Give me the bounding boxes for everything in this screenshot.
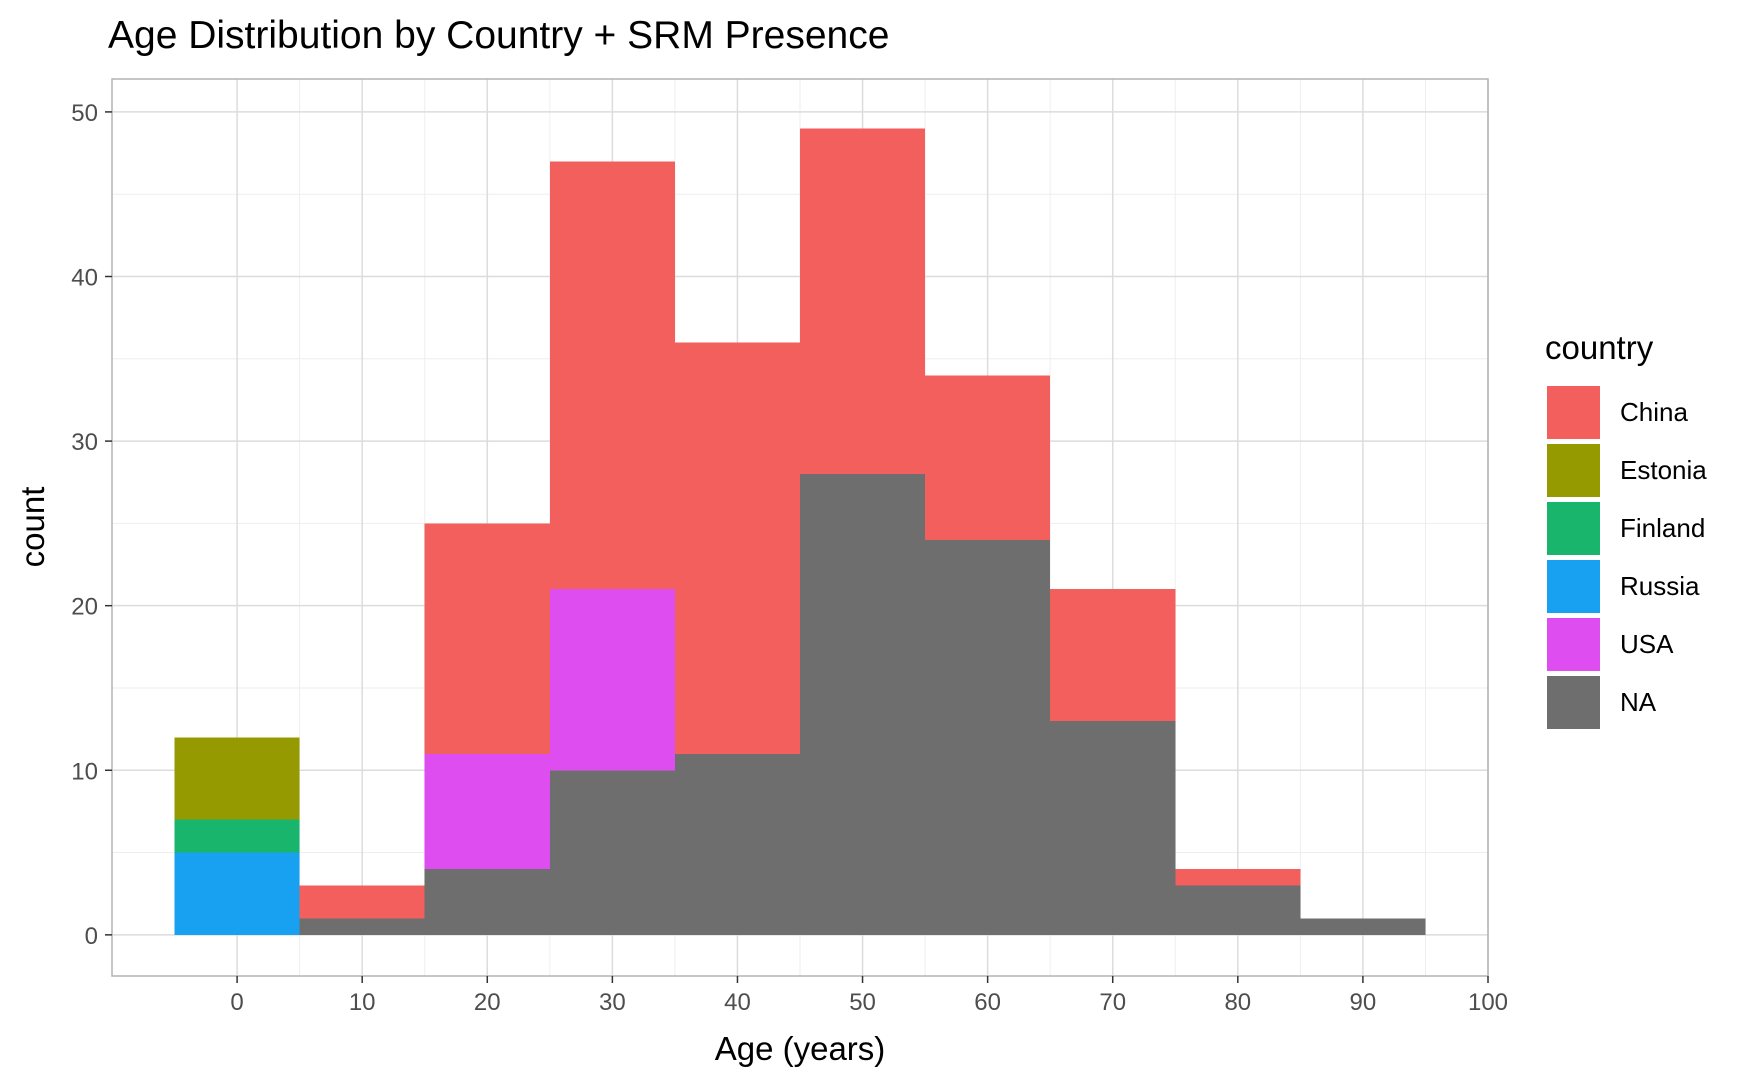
x-axis-title: Age (years): [715, 1030, 886, 1067]
bar-segment-na: [1300, 918, 1426, 935]
bar-segment-na: [674, 753, 800, 935]
bar-segment-na: [925, 539, 1051, 935]
x-tick-label: 50: [849, 989, 876, 1016]
bar-segment-na: [424, 869, 550, 935]
bar-segment-china: [299, 885, 425, 919]
bar-segment-china: [1050, 589, 1176, 721]
x-tick-label: 100: [1468, 989, 1508, 1016]
bar-segment-usa: [424, 753, 550, 870]
y-axis: 0 10 20 30 40 50: [71, 100, 112, 950]
bar-segment-na: [1050, 720, 1176, 935]
y-tick-label: 50: [71, 100, 98, 127]
legend-label-estonia: Estonia: [1620, 455, 1707, 485]
bar-segment-na: [549, 770, 675, 935]
panel-border: [111, 78, 1489, 977]
bar-segment-russia: [174, 852, 300, 935]
legend-swatch-finland: [1547, 502, 1600, 555]
x-tick-label: 10: [349, 989, 376, 1016]
bar-segment-finland: [174, 819, 300, 853]
legend-swatch-china: [1547, 386, 1600, 439]
legend-label-na: NA: [1620, 687, 1657, 717]
y-tick-label: 40: [71, 265, 98, 292]
bar-segment-na: [1175, 885, 1301, 935]
x-tick-label: 0: [230, 989, 243, 1016]
legend-label-china: China: [1620, 397, 1688, 427]
y-axis-title: count: [14, 487, 51, 568]
legend-swatch-usa: [1547, 618, 1600, 671]
x-tick-label: 60: [974, 989, 1001, 1016]
x-tick-label: 70: [1099, 989, 1126, 1016]
bar-segment-china: [925, 375, 1051, 540]
bar-segment-usa: [549, 589, 675, 771]
y-tick-label: 30: [71, 429, 98, 456]
legend-label-russia: Russia: [1620, 571, 1700, 601]
panel-bars: [174, 128, 1426, 935]
bar-segment-china: [800, 128, 926, 475]
bar-segment-china: [424, 523, 550, 754]
x-axis: 0 10 20 30 40 50 60 70 80 90 100: [230, 976, 1508, 1016]
y-tick-label: 10: [71, 758, 98, 785]
x-tick-label: 20: [474, 989, 501, 1016]
legend-label-finland: Finland: [1620, 513, 1705, 543]
legend-swatch-na: [1547, 676, 1600, 729]
legend-title: country: [1545, 329, 1654, 366]
x-tick-label: 80: [1224, 989, 1251, 1016]
bar-segment-estonia: [174, 737, 300, 820]
legend-label-usa: USA: [1620, 629, 1674, 659]
y-tick-label: 20: [71, 594, 98, 621]
chart-title: Age Distribution by Country + SRM Presen…: [108, 14, 889, 57]
bar-segment-china: [674, 342, 800, 754]
legend-items: China Estonia Finland Russia USA NA: [1547, 386, 1707, 729]
x-tick-label: 30: [599, 989, 626, 1016]
bar-segment-china: [1175, 869, 1301, 886]
legend-swatch-russia: [1547, 560, 1600, 613]
bar-segment-na: [800, 474, 926, 935]
y-tick-label: 0: [85, 923, 98, 950]
bar-segment-china: [549, 161, 675, 590]
x-tick-label: 40: [724, 989, 751, 1016]
legend-swatch-estonia: [1547, 444, 1600, 497]
bar-segment-na: [299, 918, 425, 935]
x-tick-label: 90: [1350, 989, 1377, 1016]
legend: country China Estonia Finland Russia USA NA: [1545, 329, 1707, 729]
